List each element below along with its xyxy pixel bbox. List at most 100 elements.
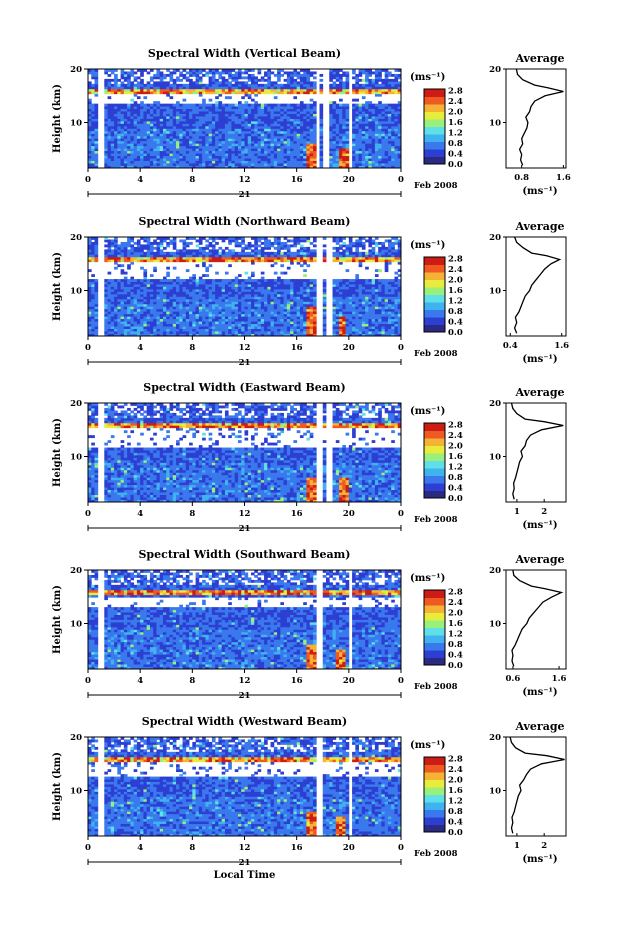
heatmap-cell <box>114 257 118 260</box>
heatmap-cell <box>267 161 271 164</box>
heatmap-cell <box>228 301 232 304</box>
heatmap-cell <box>179 321 183 324</box>
heatmap-cell <box>156 291 160 294</box>
heatmap-cell <box>228 289 232 292</box>
heatmap-cell <box>179 311 183 314</box>
heatmap-cell <box>287 141 291 144</box>
heatmap-cell <box>160 329 164 332</box>
heatmap-cell <box>381 163 385 166</box>
heatmap-cell <box>297 86 301 89</box>
heatmap-cell <box>362 138 366 141</box>
heatmap-cell <box>202 104 206 107</box>
heatmap-cell <box>111 156 115 159</box>
heatmap-cell <box>231 284 235 287</box>
heatmap-cell <box>297 138 301 141</box>
heatmap-cell <box>147 316 151 319</box>
heatmap-cell <box>95 163 99 166</box>
heatmap-cell <box>170 76 174 79</box>
heatmap-cell <box>297 133 301 136</box>
heatmap-cell <box>179 301 183 304</box>
heatmap-cell <box>277 301 281 304</box>
heatmap-cell <box>143 89 147 92</box>
heatmap-cell <box>297 111 301 114</box>
heatmap-cell <box>91 242 95 245</box>
heatmap-cell <box>124 259 128 262</box>
heatmap-cell <box>359 84 363 87</box>
heatmap-cell <box>117 299 121 302</box>
heatmap-cell <box>186 316 190 319</box>
heatmap-cell <box>134 128 138 131</box>
heatmap-cell <box>228 249 232 252</box>
heatmap-cell <box>160 244 164 247</box>
heatmap-cell <box>143 126 147 129</box>
heatmap-cell <box>241 151 245 154</box>
heatmap-cell <box>245 123 249 126</box>
heatmap-cell <box>254 252 258 255</box>
heatmap-cell <box>117 296 121 299</box>
heatmap-cell <box>381 131 385 134</box>
heatmap-cell <box>212 136 216 139</box>
heatmap-cell <box>140 289 144 292</box>
heatmap-cell <box>186 84 190 87</box>
heatmap-cell <box>254 304 258 307</box>
heatmap-cell <box>248 156 252 159</box>
heatmap-cell <box>170 326 174 329</box>
heatmap-cell <box>274 91 278 94</box>
heatmap-cell <box>170 148 174 151</box>
heatmap-cell <box>143 326 147 329</box>
heatmap-cell <box>108 239 112 242</box>
heatmap-cell <box>150 242 154 245</box>
heatmap-cell <box>342 148 346 151</box>
heatmap-cell <box>111 306 115 309</box>
heatmap-cell <box>199 114 203 117</box>
heatmap-cell <box>228 299 232 302</box>
heatmap-cell <box>313 163 317 166</box>
heatmap-cell <box>196 304 200 307</box>
heatmap-cell <box>150 304 154 307</box>
heatmap-cell <box>342 111 346 114</box>
heatmap-cell <box>235 254 239 257</box>
heatmap-cell <box>160 284 164 287</box>
heatmap-cell <box>271 264 275 267</box>
heatmap-cell <box>280 131 284 134</box>
heatmap-cell <box>225 272 229 275</box>
heatmap-cell <box>156 89 160 92</box>
heatmap-cell <box>173 121 177 124</box>
heatmap-cell <box>150 128 154 131</box>
heatmap-cell <box>264 89 268 92</box>
heatmap-cell <box>170 128 174 131</box>
heatmap-cell <box>218 279 222 282</box>
heatmap-cell <box>264 319 268 322</box>
heatmap-cell <box>202 143 206 146</box>
heatmap-cell <box>274 161 278 164</box>
heatmap-cell <box>313 71 317 74</box>
heatmap-cell <box>153 282 157 285</box>
heatmap-cell <box>147 291 151 294</box>
heatmap-cell <box>137 86 141 89</box>
heatmap-cell <box>378 79 382 82</box>
heatmap-cell <box>183 242 187 245</box>
heatmap-cell <box>241 146 245 149</box>
heatmap-cell <box>209 146 213 149</box>
heatmap-cell <box>192 299 196 302</box>
heatmap-cell <box>173 267 177 270</box>
heatmap-cell <box>346 74 350 77</box>
heatmap-cell <box>303 119 307 122</box>
heatmap-cell <box>313 161 317 164</box>
heatmap-cell <box>284 151 288 154</box>
heatmap-cell <box>212 239 216 242</box>
heatmap-cell <box>297 116 301 119</box>
heatmap-cell <box>91 89 95 92</box>
heatmap-cell <box>258 239 262 242</box>
heatmap-cell <box>176 254 180 257</box>
heatmap-cell <box>108 296 112 299</box>
heatmap-cell <box>248 131 252 134</box>
heatmap-cell <box>248 279 252 282</box>
heatmap-cell <box>264 143 268 146</box>
heatmap-cell <box>173 319 177 322</box>
heatmap-cell <box>254 76 258 79</box>
heatmap-cell <box>290 141 294 144</box>
heatmap-cell <box>355 156 359 159</box>
heatmap-cell <box>333 116 337 119</box>
heatmap-cell <box>274 74 278 77</box>
